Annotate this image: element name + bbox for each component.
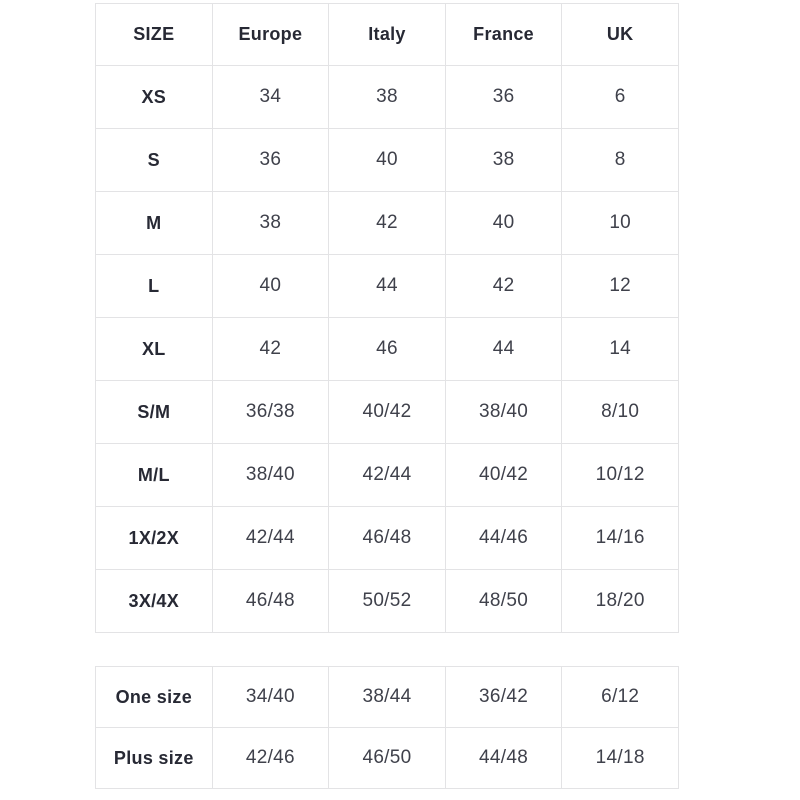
size-value-cell: 34 bbox=[211, 65, 330, 129]
size-value-cell: 42/46 bbox=[211, 727, 330, 789]
size-value-cell: 42 bbox=[444, 254, 563, 318]
size-value-cell: 46/48 bbox=[211, 569, 330, 633]
column-header-europe: Europe bbox=[211, 3, 330, 66]
size-value-cell: 14/18 bbox=[561, 727, 679, 789]
size-value-cell: 46 bbox=[328, 317, 446, 381]
column-header-france: France bbox=[444, 3, 563, 66]
size-value-cell: 38 bbox=[211, 191, 330, 255]
table-row: M 38 42 40 10 bbox=[95, 191, 679, 255]
size-value-cell: 6 bbox=[561, 65, 679, 129]
size-label-cell: L bbox=[95, 254, 213, 318]
table-row: XL 42 46 44 14 bbox=[95, 317, 679, 381]
size-value-cell: 38/44 bbox=[328, 666, 446, 728]
size-value-cell: 10 bbox=[561, 191, 679, 255]
size-value-cell: 36 bbox=[211, 128, 330, 192]
size-value-cell: 14 bbox=[561, 317, 679, 381]
size-label-cell: S bbox=[95, 128, 213, 192]
size-label-cell: One size bbox=[95, 666, 213, 728]
size-value-cell: 42 bbox=[328, 191, 446, 255]
table-row: L 40 44 42 12 bbox=[95, 254, 679, 318]
size-value-cell: 6/12 bbox=[561, 666, 679, 728]
size-value-cell: 40/42 bbox=[328, 380, 446, 444]
size-label-cell: XL bbox=[95, 317, 213, 381]
table-row: One size 34/40 38/44 36/42 6/12 bbox=[95, 666, 679, 728]
size-value-cell: 34/40 bbox=[211, 666, 330, 728]
column-header-size: SIZE bbox=[95, 3, 213, 66]
size-value-cell: 44 bbox=[444, 317, 563, 381]
column-header-uk: UK bbox=[561, 3, 679, 66]
size-value-cell: 46/48 bbox=[328, 506, 446, 570]
size-value-cell: 44/48 bbox=[444, 727, 563, 789]
size-value-cell: 40 bbox=[211, 254, 330, 318]
size-label-cell: M bbox=[95, 191, 213, 255]
size-value-cell: 8/10 bbox=[561, 380, 679, 444]
column-header-italy: Italy bbox=[328, 3, 446, 66]
size-value-cell: 40 bbox=[328, 128, 446, 192]
size-label-cell: 1X/2X bbox=[95, 506, 213, 570]
table-row: XS 34 38 36 6 bbox=[95, 65, 679, 129]
size-label-cell: 3X/4X bbox=[95, 569, 213, 633]
size-label-cell: S/M bbox=[95, 380, 213, 444]
table-row: S/M 36/38 40/42 38/40 8/10 bbox=[95, 380, 679, 444]
size-value-cell: 48/50 bbox=[444, 569, 563, 633]
size-value-cell: 44/46 bbox=[444, 506, 563, 570]
header-row: SIZE Europe Italy France UK bbox=[95, 3, 679, 66]
size-table-body: XS 34 38 36 6 S 36 40 38 8 M 38 42 40 10 L 40 44 42 12 XL 42 4… bbox=[95, 65, 679, 633]
table-row: 3X/4X 46/48 50/52 48/50 18/20 bbox=[95, 569, 679, 633]
size-value-cell: 14/16 bbox=[561, 506, 679, 570]
size-value-cell: 46/50 bbox=[328, 727, 446, 789]
size-value-cell: 36/38 bbox=[211, 380, 330, 444]
special-table-body: One size 34/40 38/44 36/42 6/12 Plus size 42/4… bbox=[95, 666, 679, 789]
size-value-cell: 18/20 bbox=[561, 569, 679, 633]
size-value-cell: 42 bbox=[211, 317, 330, 381]
table-row: S 36 40 38 8 bbox=[95, 128, 679, 192]
special-sizes-table: One size 34/40 38/44 36/42 6/12 Plus size 42/4… bbox=[95, 666, 679, 789]
size-value-cell: 36/42 bbox=[444, 666, 563, 728]
table-row: Plus size 42/46 46/50 44/48 14/18 bbox=[95, 727, 679, 789]
table-row: 1X/2X 42/44 46/48 44/46 14/16 bbox=[95, 506, 679, 570]
size-value-cell: 42/44 bbox=[328, 443, 446, 507]
size-value-cell: 50/52 bbox=[328, 569, 446, 633]
size-value-cell: 42/44 bbox=[211, 506, 330, 570]
table-row: M/L 38/40 42/44 40/42 10/12 bbox=[95, 443, 679, 507]
size-value-cell: 36 bbox=[444, 65, 563, 129]
size-label-cell: XS bbox=[95, 65, 213, 129]
size-value-cell: 38 bbox=[444, 128, 563, 192]
size-value-cell: 8 bbox=[561, 128, 679, 192]
size-value-cell: 12 bbox=[561, 254, 679, 318]
size-conversion-table: SIZE Europe Italy France UK XS 34 38 36 6 S 36… bbox=[95, 3, 679, 633]
size-value-cell: 40/42 bbox=[444, 443, 563, 507]
size-value-cell: 38 bbox=[328, 65, 446, 129]
size-label-cell: Plus size bbox=[95, 727, 213, 789]
size-label-cell: M/L bbox=[95, 443, 213, 507]
size-value-cell: 40 bbox=[444, 191, 563, 255]
size-value-cell: 38/40 bbox=[211, 443, 330, 507]
size-value-cell: 44 bbox=[328, 254, 446, 318]
size-value-cell: 38/40 bbox=[444, 380, 563, 444]
size-value-cell: 10/12 bbox=[561, 443, 679, 507]
